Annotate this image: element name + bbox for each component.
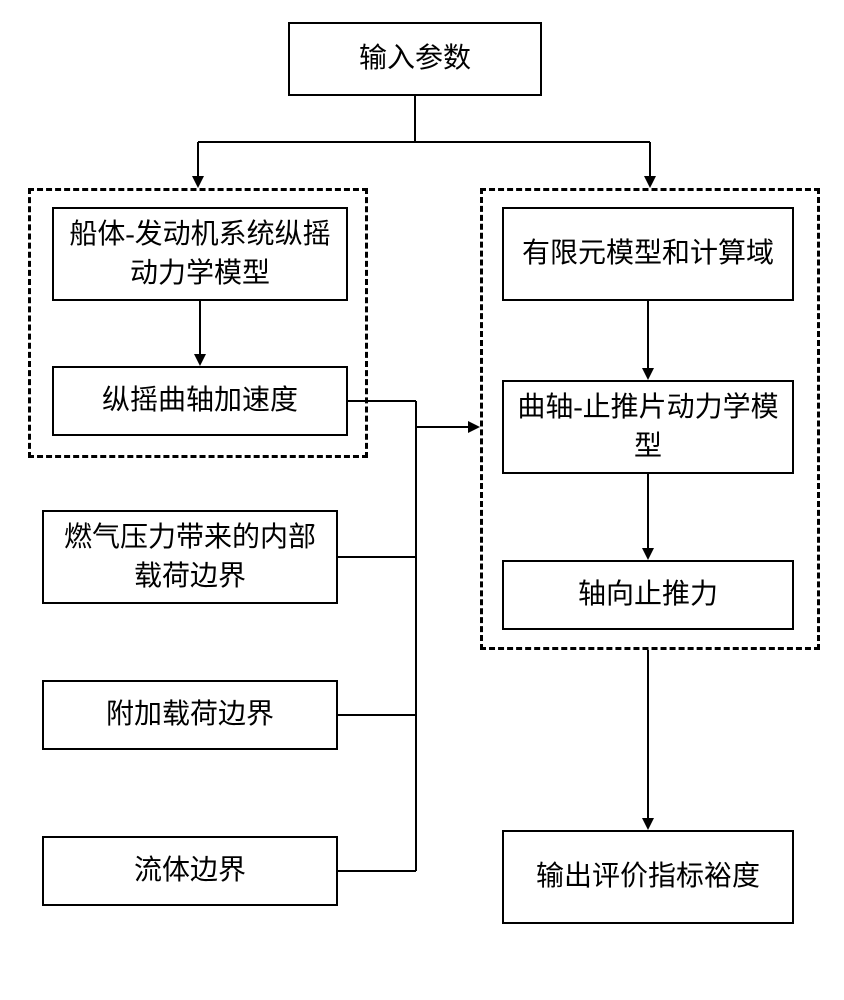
node-crank-thrust-model: 曲轴-止推片动力学模型: [502, 380, 794, 474]
node-fluid-boundary: 流体边界: [42, 836, 338, 906]
node-label: 曲轴-止推片动力学模型: [516, 388, 780, 466]
node-fem-domain: 有限元模型和计算域: [502, 207, 794, 301]
node-output-margin: 输出评价指标裕度: [502, 830, 794, 924]
node-label: 输入参数: [359, 39, 471, 78]
node-label: 流体边界: [134, 851, 246, 890]
node-label: 附加载荷边界: [106, 695, 274, 734]
node-label: 输出评价指标裕度: [536, 857, 760, 896]
node-pitch-crank-accel: 纵摇曲轴加速度: [52, 366, 348, 436]
node-gas-pressure-load: 燃气压力带来的内部载荷边界: [42, 510, 338, 604]
node-label: 轴向止推力: [578, 575, 718, 614]
node-label: 有限元模型和计算域: [522, 234, 774, 273]
node-input-params: 输入参数: [288, 22, 542, 96]
node-label: 燃气压力带来的内部载荷边界: [56, 518, 324, 596]
node-additional-load: 附加载荷边界: [42, 680, 338, 750]
node-axial-thrust: 轴向止推力: [502, 560, 794, 630]
node-label: 船体-发动机系统纵摇动力学模型: [66, 215, 334, 293]
node-label: 纵摇曲轴加速度: [102, 381, 298, 420]
node-hull-engine-model: 船体-发动机系统纵摇动力学模型: [52, 207, 348, 301]
